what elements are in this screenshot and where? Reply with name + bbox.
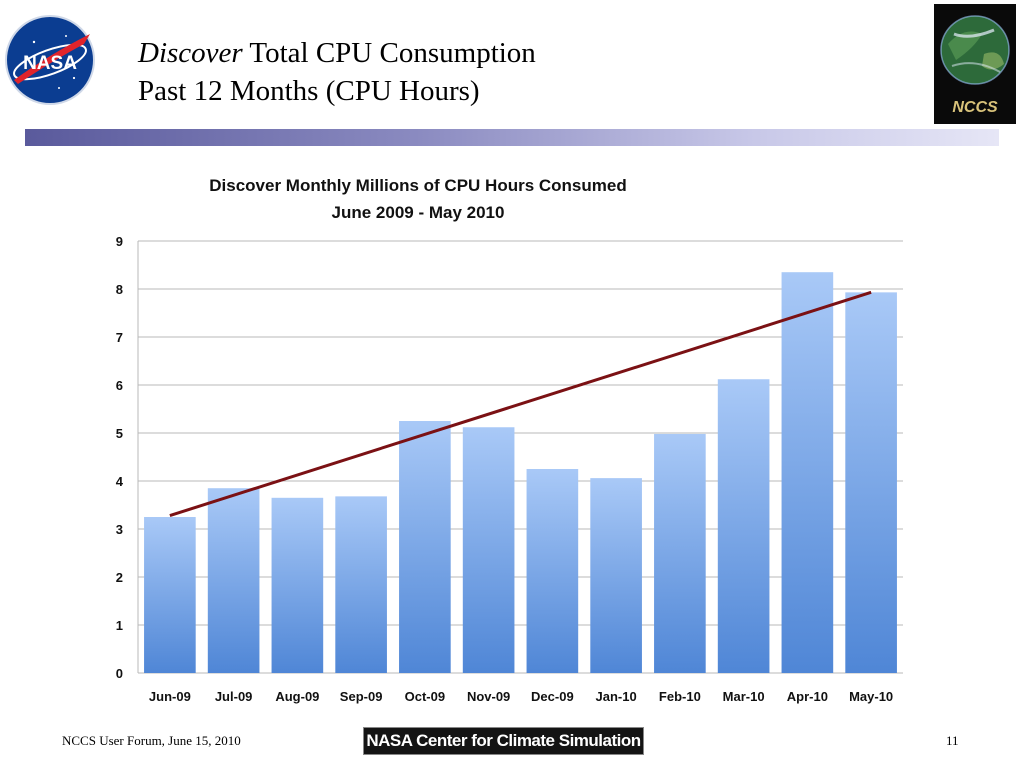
bar-nov-09 xyxy=(462,427,515,673)
chart-trendline xyxy=(169,290,872,517)
title-line2: Past 12 Months (CPU Hours) xyxy=(138,75,480,107)
x-tick-label: Jul-09 xyxy=(215,689,253,704)
x-tick-label: Feb-10 xyxy=(659,689,701,704)
y-tick-label: 8 xyxy=(116,282,123,297)
bar-aug-09 xyxy=(271,497,324,673)
x-tick-label: Jan-10 xyxy=(596,689,637,704)
bar-apr-10 xyxy=(781,272,834,673)
x-tick-label: Oct-09 xyxy=(405,689,445,704)
footer-center-banner: NASA Center for Climate Simulation xyxy=(363,727,644,755)
y-tick-label: 9 xyxy=(116,234,123,249)
nasa-logo-text: NASA xyxy=(23,53,77,74)
y-tick-label: 5 xyxy=(116,426,123,441)
nccs-logo-text: NCCS xyxy=(952,99,998,116)
y-tick-label: 7 xyxy=(116,330,123,345)
x-tick-label: Apr-10 xyxy=(787,689,828,704)
bar-jan-10 xyxy=(590,478,642,673)
trend-line xyxy=(169,290,872,517)
y-tick-label: 6 xyxy=(116,378,123,393)
x-tick-label: Dec-09 xyxy=(531,689,574,704)
bar-dec-09 xyxy=(526,469,579,673)
x-tick-label: Mar-10 xyxy=(723,689,765,704)
bar-mar-10 xyxy=(717,379,770,673)
bar-sep-09 xyxy=(335,496,387,673)
x-tick-label: May-10 xyxy=(849,689,893,704)
x-tick-label: Aug-09 xyxy=(275,689,319,704)
nasa-logo: NASA xyxy=(4,14,96,106)
chart-gridlines xyxy=(137,240,903,674)
title-italic: Discover xyxy=(138,37,243,69)
x-axis-labels: Jun-09 Jul-09 Aug-09 Sep-09 Oct-09 Nov-09 Dec-… xyxy=(149,689,893,704)
bar-oct-09 xyxy=(399,421,451,673)
y-tick-label: 1 xyxy=(116,618,123,633)
x-tick-label: Jun-09 xyxy=(149,689,191,704)
y-tick-label: 3 xyxy=(116,522,123,537)
bar-feb-10 xyxy=(654,433,706,673)
chart-title: Discover Monthly Millions of CPU Hours C… xyxy=(209,176,626,195)
y-axis-labels: 0 1 2 3 4 5 6 7 8 9 xyxy=(116,234,124,681)
y-tick-label: 4 xyxy=(116,474,124,489)
x-tick-label: Sep-09 xyxy=(340,689,383,704)
page-number: 11 xyxy=(946,733,959,748)
bar-may-10 xyxy=(845,292,897,673)
chart-bars xyxy=(144,272,897,673)
page-title: Discover Total CPU Consumption Past 12 M… xyxy=(138,34,536,110)
title-rest: Total CPU Consumption xyxy=(242,37,536,69)
chart-subtitle: June 2009 - May 2010 xyxy=(332,203,505,222)
x-tick-label: Nov-09 xyxy=(467,689,510,704)
y-tick-label: 0 xyxy=(116,666,123,681)
nccs-logo: NCCS xyxy=(934,4,1016,124)
bar-jul-09 xyxy=(207,488,260,673)
y-tick-label: 2 xyxy=(116,570,123,585)
footer-left: NCCS User Forum, June 15, 2010 xyxy=(62,733,241,748)
title-divider-bar xyxy=(25,129,999,146)
cpu-hours-chart: Discover Monthly Millions of CPU Hours C… xyxy=(116,176,903,704)
bar-jun-09 xyxy=(144,517,196,673)
